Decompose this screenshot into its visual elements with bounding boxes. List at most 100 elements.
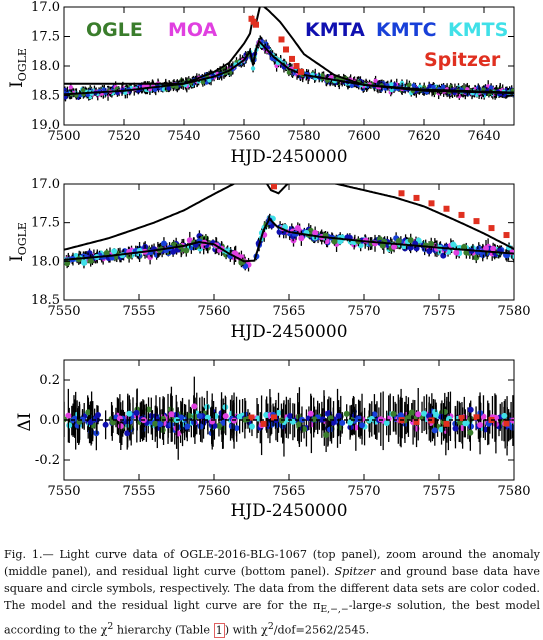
residual-point-kmta <box>330 419 337 426</box>
data-point-kmts <box>111 248 118 255</box>
data-point-moa <box>490 245 497 252</box>
data-point-ogle <box>87 257 94 264</box>
bottom-panel: 7550 7555 7560 7565 7570 7575 7580 0.2 0.0 -0.2 H… <box>15 359 531 520</box>
residual-point-kmts <box>66 422 73 429</box>
x-tick-label: 7580 <box>497 484 530 499</box>
residual-point-ogle <box>311 416 318 423</box>
residual-point-kmtc <box>339 419 346 426</box>
residual-point-moa <box>65 412 72 419</box>
data-point-moa <box>391 243 398 250</box>
data-point-kmtc <box>349 83 354 88</box>
residual-spitzer-point <box>248 414 255 421</box>
residual-point-kmta <box>335 412 342 419</box>
middle-ylabel: IOGLE <box>7 222 29 262</box>
y-tick-label: 18.5 <box>31 293 60 308</box>
x-tick-label: 7540 <box>167 129 200 144</box>
residual-point-kmtc <box>157 421 164 428</box>
residual-point-ogle <box>242 416 249 423</box>
x-tick-label: 7550 <box>47 484 80 499</box>
data-point-ogle <box>395 237 402 244</box>
spitzer-point <box>253 21 259 28</box>
middle-panel-frame <box>63 183 515 301</box>
residual-point-kmts <box>433 411 440 418</box>
model-spitzer-line <box>64 184 514 251</box>
data-point-ogle <box>81 87 86 93</box>
residual-point-kmtc <box>220 419 227 426</box>
residual-point-kmtc <box>178 414 185 421</box>
x-tick-label: 7570 <box>347 484 380 499</box>
x-tick-label: 7580 <box>497 304 530 319</box>
residual-point-kmta <box>287 413 294 420</box>
residual-point-kmts <box>204 414 211 421</box>
legend-kmtc: KMTC <box>376 19 437 41</box>
x-tick-label: 7575 <box>422 304 455 319</box>
residual-point-kmts <box>501 412 508 419</box>
data-point-ogle <box>379 242 386 249</box>
y-tick-label: 17.0 <box>31 0 60 15</box>
residual-point-kmtc <box>468 423 475 430</box>
x-tick-label: 7570 <box>347 304 380 319</box>
data-point-moa <box>298 235 305 242</box>
residual-point-kmtc <box>298 416 305 423</box>
x-tick-label: 7560 <box>197 304 230 319</box>
residual-point-ogle <box>215 422 222 429</box>
residual-point-moa <box>191 403 198 410</box>
data-point-kmta <box>64 95 68 100</box>
x-tick-label: 7565 <box>272 304 305 319</box>
bottom-panel-axes: 7550 7555 7560 7565 7570 7575 7580 0.2 0.0 -0.2 <box>35 360 531 499</box>
residual-point-kmta <box>95 411 102 418</box>
data-point-moa <box>294 225 301 232</box>
y-tick-label: 0.2 <box>39 373 60 388</box>
residual-spitzer-point <box>443 420 450 427</box>
data-point-kmtc <box>440 84 446 89</box>
residual-point-ogle <box>152 420 159 427</box>
spitzer-point <box>503 232 510 239</box>
residual-spitzer-point <box>473 414 480 421</box>
spitzer-point <box>428 200 435 207</box>
residual-point-ogle <box>85 409 92 416</box>
data-point-kmtc <box>431 84 436 90</box>
data-point-ogle <box>407 237 414 244</box>
residual-point-kmts <box>248 423 255 430</box>
svg-text:IOGLE: IOGLE <box>7 222 29 262</box>
data-point-moa <box>453 249 460 256</box>
data-point-moa <box>312 229 319 236</box>
bottom-panel-data <box>64 376 514 460</box>
residual-point-moa <box>117 423 124 430</box>
middle-xlabel: HJD-2450000 <box>230 322 347 342</box>
residual-point-kmts <box>462 420 469 427</box>
bottom-xlabel: HJD-2450000 <box>230 501 347 520</box>
y-tick-label: 18.0 <box>31 59 60 74</box>
y-tick-label: 17.0 <box>31 177 60 192</box>
residual-point-kmta <box>102 421 109 428</box>
data-point-ogle <box>174 84 179 90</box>
spitzer-point <box>488 225 495 232</box>
data-point-kmtc <box>488 85 494 90</box>
spitzer-point <box>271 184 277 190</box>
middle-panel-data <box>64 184 514 272</box>
residual-point-ogle <box>390 410 397 417</box>
middle-panel: 7550 7555 7560 7565 7570 7575 7580 17.0 17.5 18.0… <box>7 177 531 342</box>
residual-point-moa <box>477 421 484 428</box>
y-tick-label: 18.5 <box>31 89 60 104</box>
residual-point-kmtc <box>196 413 203 420</box>
spitzer-point <box>413 194 420 201</box>
x-tick-label: 7550 <box>47 304 80 319</box>
residual-point-moa <box>415 411 422 418</box>
legend-kmts: KMTS <box>448 19 508 41</box>
residual-point-ogle <box>109 419 116 426</box>
model-spitzer-line <box>64 7 514 95</box>
residual-spitzer-point <box>271 414 277 421</box>
top-ylabel: IOGLE <box>7 48 29 88</box>
y-tick-label: 19.0 <box>31 118 60 133</box>
light-curve-figure: 7500 7520 7540 7560 7580 7600 7620 7640 17.0 17.5… <box>7 0 531 520</box>
y-tick-label: 18.0 <box>31 254 60 269</box>
residual-point-kmts <box>383 419 390 426</box>
residual-point-kmtc <box>184 423 191 430</box>
data-point-kmta <box>166 86 171 91</box>
figure-caption: Fig. 1.— Light curve data of OGLE-2016-B… <box>4 548 540 638</box>
spitzer-point <box>458 211 465 218</box>
x-tick-label: 7640 <box>467 129 500 144</box>
svg-text:IOGLE: IOGLE <box>7 48 29 88</box>
data-point-ogle <box>103 250 110 257</box>
